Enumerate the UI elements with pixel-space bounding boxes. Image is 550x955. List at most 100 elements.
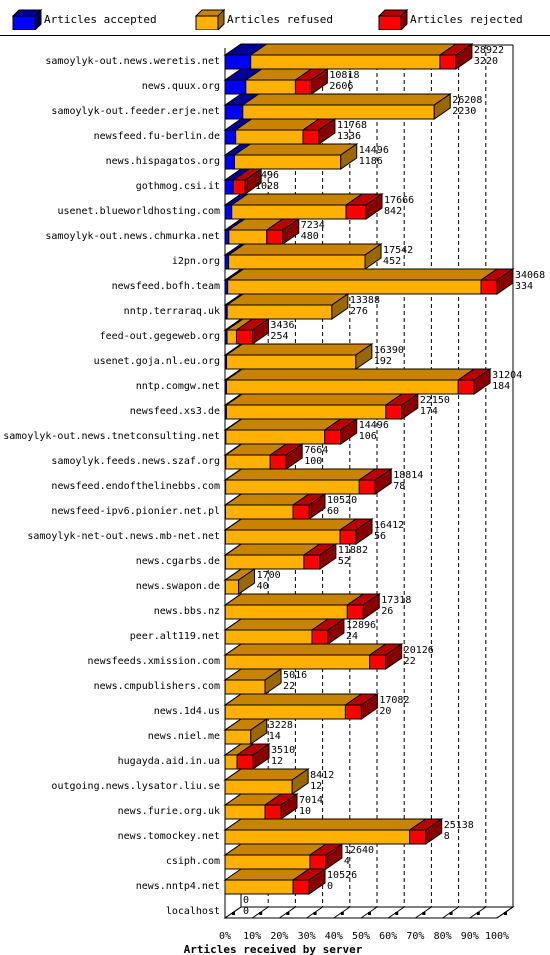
row-29-bar-rejected — [236, 754, 254, 770]
row-4-bar-rejected — [302, 129, 320, 145]
row-25-bar-refused — [224, 654, 371, 670]
floor-tick-dot-90 — [476, 912, 480, 915]
row-23-bar-refused-top — [223, 593, 365, 606]
row-13-label: usenet.goja.nl.eu.org — [94, 356, 220, 367]
row-9-bar-accepted — [224, 254, 230, 270]
row-18-label: newsfeed.endofthelinebbs.com — [51, 481, 220, 492]
row-34-bar-rejected — [292, 879, 310, 895]
row-7-total-value: 17666 — [384, 195, 414, 206]
x-tick-label-50: 50% — [352, 931, 370, 942]
row-5-bar-refused-side — [340, 143, 358, 170]
x-tick-label-90: 90% — [461, 931, 479, 942]
row-34-accepted-value: 0 — [327, 881, 333, 892]
row-1-bar-refused-top — [249, 43, 458, 56]
row-17-bar-rejected-side — [285, 443, 303, 470]
row-5-total-value: 14496 — [359, 145, 389, 156]
row-30-total-value: 8412 — [310, 770, 334, 781]
row-35-accepted-value: 0 — [243, 906, 249, 917]
row-22-bar-refused — [224, 579, 240, 595]
row-18-bar-refused-top — [224, 468, 377, 481]
row-2-total-value: 10818 — [329, 70, 359, 81]
row-8-bar-accepted — [224, 229, 230, 245]
row-20-label: samoylyk-net-out.news.mb-net.net — [27, 531, 220, 542]
row-20-bar-refused-top — [223, 518, 358, 531]
row-14-accepted-value: 184 — [492, 381, 510, 392]
row-33-accepted-value: 4 — [344, 856, 350, 867]
row-19-bar-rejected — [292, 504, 310, 520]
x-axis-title: Articles received by server — [184, 943, 363, 955]
row-33-bar-rejected-side — [325, 843, 343, 870]
row-16-bar-refused-top — [224, 418, 343, 431]
row-33-label: csiph.com — [166, 856, 220, 867]
row-31-label: news.furie.org.uk — [118, 806, 220, 817]
row-5-bar-accepted — [224, 154, 235, 170]
row-9-bar-refused — [228, 254, 366, 270]
row-31-accepted-value: 10 — [299, 806, 311, 817]
row-12-label: feed-out.gegeweb.org — [100, 331, 220, 342]
row-32-bar-refused — [224, 829, 411, 845]
row-7-bar-rejected — [345, 204, 367, 220]
legend-swatch-refused — [195, 8, 225, 30]
row-17-total-value: 7664 — [304, 445, 328, 456]
row-5-bar-refused-top — [232, 143, 359, 156]
row-27-bar-refused-top — [223, 693, 364, 706]
row-20-total-value: 16412 — [374, 520, 404, 531]
row-24-bar-refused-top — [223, 618, 330, 631]
row-19-bar-refused — [224, 504, 294, 520]
row-14-bar-refused-top — [224, 368, 476, 381]
row-13-accepted-value: 192 — [374, 356, 392, 367]
row-13-bar-refused — [226, 354, 357, 370]
row-11-label: nntp.terraraq.uk — [124, 306, 220, 317]
row-23-bar-refused — [224, 604, 348, 620]
row-6-bar-rejected — [232, 179, 246, 195]
row-24-label: peer.alt119.net — [130, 631, 220, 642]
row-22-label: news.swapon.de — [136, 581, 220, 592]
row-21-bar-refused — [224, 554, 305, 570]
row-21-bar-rejected-side — [319, 543, 337, 570]
row-12-accepted-value: 254 — [270, 331, 288, 342]
row-5-accepted-value: 1186 — [359, 156, 383, 167]
row-31-bar-refused — [224, 804, 266, 820]
row-33-bar-refused — [224, 854, 311, 870]
row-8-label: samoylyk-out.news.chmurka.net — [45, 231, 220, 242]
row-25-bar-rejected — [369, 654, 387, 670]
row-26-bar-refused — [224, 679, 266, 695]
legend: Articles accepted Articles refused Artic… — [0, 0, 550, 36]
row-4-total-value: 11768 — [337, 120, 367, 131]
row-12-bar-refused — [226, 329, 237, 345]
row-1-bar-rejected-side — [455, 43, 473, 70]
row-2-bar-refused — [245, 79, 296, 95]
row-6-bar-accepted — [224, 179, 234, 195]
row-24-accepted-value: 24 — [346, 631, 358, 642]
row-3-bar-refused-top — [241, 93, 452, 106]
row-16-label: samoylyk-out.news.tnetconsulting.net — [3, 431, 220, 442]
row-21-label: news.cgarbs.de — [136, 556, 220, 567]
row-29-total-value: 3510 — [271, 745, 295, 756]
row-17-bar-rejected — [269, 454, 287, 470]
row-4-bar-refused — [235, 129, 304, 145]
x-tick-label-60: 60% — [379, 931, 397, 942]
row-9-label: i2pn.org — [172, 256, 220, 267]
row-25-total-value: 20126 — [404, 645, 434, 656]
row-2-accepted-value: 2606 — [329, 81, 353, 92]
row-1-label: samoylyk-out.news.weretis.net — [45, 56, 220, 67]
row-14-total-value: 31204 — [492, 370, 522, 381]
row-3-total-value: 26208 — [452, 95, 482, 106]
x-tick-label-70: 70% — [406, 931, 424, 942]
row-7-bar-refused — [231, 204, 347, 220]
row-33-bar-rejected — [309, 854, 327, 870]
x-tick-label-30: 30% — [298, 931, 316, 942]
x-tick-label-40: 40% — [325, 931, 343, 942]
x-tick-label-80: 80% — [434, 931, 452, 942]
x-tick-label-10: 10% — [243, 931, 261, 942]
row-2-bar-rejected — [294, 79, 312, 95]
row-30-accepted-value: 12 — [310, 781, 322, 792]
row-13-bar-refused-side — [355, 343, 373, 370]
row-19-bar-rejected-side — [308, 493, 326, 520]
row-10-total-value: 34068 — [515, 270, 545, 281]
row-20-accepted-value: 56 — [374, 531, 386, 542]
row-18-accepted-value: 78 — [393, 481, 405, 492]
row-22-total-value: 1700 — [257, 570, 281, 581]
row-16-total-value: 14496 — [359, 420, 389, 431]
row-29-label: hugayda.aid.in.ua — [118, 756, 220, 767]
